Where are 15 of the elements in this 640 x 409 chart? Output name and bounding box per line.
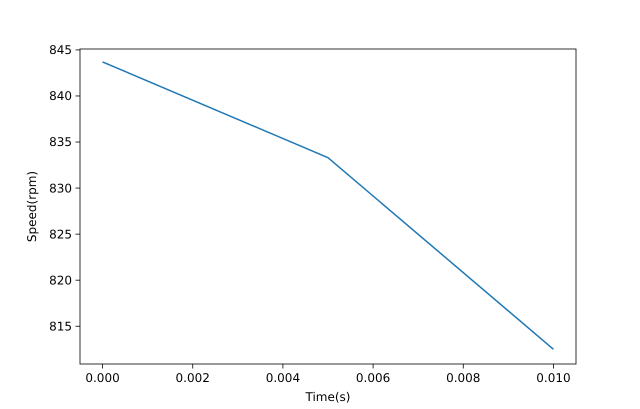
y-tick-label: 820 [49,273,72,288]
y-tick-label: 840 [49,89,72,104]
x-tick-label: 0.002 [176,371,210,385]
y-tick-label: 845 [49,43,72,58]
x-tick-label: 0.006 [356,371,390,385]
y-axis-title: Speed(rpm) [25,170,39,242]
x-tick-label: 0.000 [85,371,120,385]
y-tick-label: 830 [49,181,72,196]
x-tick-label: 0.008 [446,371,480,385]
y-tick-label: 825 [49,227,72,242]
x-tick-label: 0.004 [266,371,300,385]
x-axis-title: Time(s) [304,390,350,404]
y-tick-label: 815 [49,319,72,334]
y-tick-label: 835 [49,135,72,150]
x-tick-label: 0.010 [536,371,571,385]
